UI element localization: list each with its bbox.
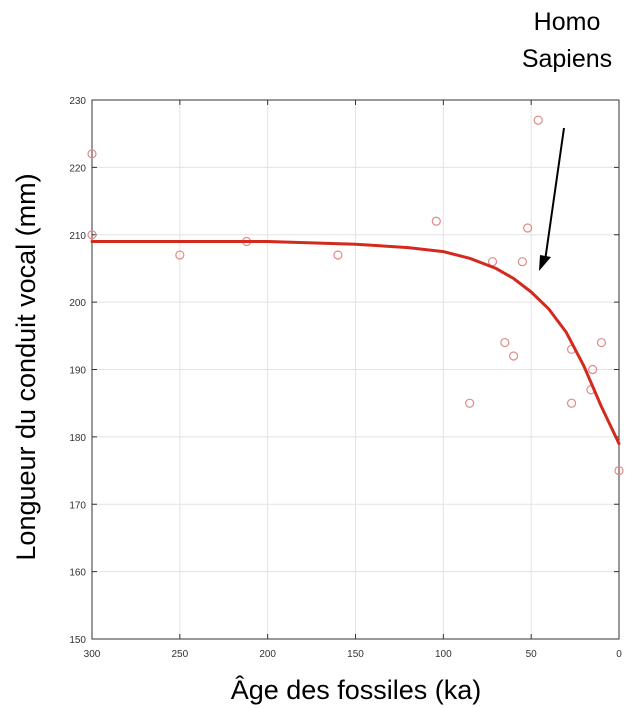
y-tick-label: 220 xyxy=(69,163,86,174)
y-tick-label: 230 xyxy=(69,96,86,107)
annotation-homo-sapiens: Homo Sapiens xyxy=(522,8,612,271)
y-tick-label: 210 xyxy=(69,231,86,242)
grid-layer xyxy=(91,99,620,640)
annotation-line-2: Sapiens xyxy=(522,45,612,73)
x-tick-label: 250 xyxy=(171,649,188,660)
data-point xyxy=(465,398,475,408)
x-axis-label: Âge des fossiles (ka) xyxy=(231,674,482,705)
annotation-arrow xyxy=(544,127,565,262)
fit-line xyxy=(90,240,621,446)
annotation-arrowhead xyxy=(539,255,551,271)
tick-layer: 300 250 200 150 100 50 0 150 160 170 180 190 200 210 2… xyxy=(69,96,622,660)
data-point xyxy=(508,351,519,361)
y-tick-label: 190 xyxy=(69,366,86,377)
y-tick-label: 170 xyxy=(69,500,86,511)
y-tick-label: 180 xyxy=(69,433,86,444)
y-axis-label: Longueur du conduit vocal (mm) xyxy=(11,173,41,560)
x-tick-label: 150 xyxy=(347,649,364,660)
data-point xyxy=(596,337,607,348)
data-point xyxy=(431,216,441,226)
annotation-line-1: Homo xyxy=(534,8,601,36)
data-point xyxy=(87,149,97,159)
data-point xyxy=(175,250,185,260)
x-tick-label: 50 xyxy=(526,649,538,660)
x-tick-label: 100 xyxy=(435,649,452,660)
data-point xyxy=(500,337,510,348)
y-tick-label: 200 xyxy=(69,298,86,309)
data-point xyxy=(533,115,543,125)
data-point xyxy=(588,364,598,375)
data-point xyxy=(87,230,97,240)
data-point xyxy=(333,250,343,260)
x-tick-label: 0 xyxy=(616,649,622,660)
x-tick-label: 200 xyxy=(259,649,276,660)
y-tick-label: 160 xyxy=(69,568,86,579)
data-point xyxy=(566,398,577,408)
data-point xyxy=(523,223,533,233)
x-tick-label: 300 xyxy=(84,649,101,660)
y-tick-label: 150 xyxy=(69,635,86,646)
data-point xyxy=(614,465,624,476)
data-point xyxy=(517,257,527,267)
